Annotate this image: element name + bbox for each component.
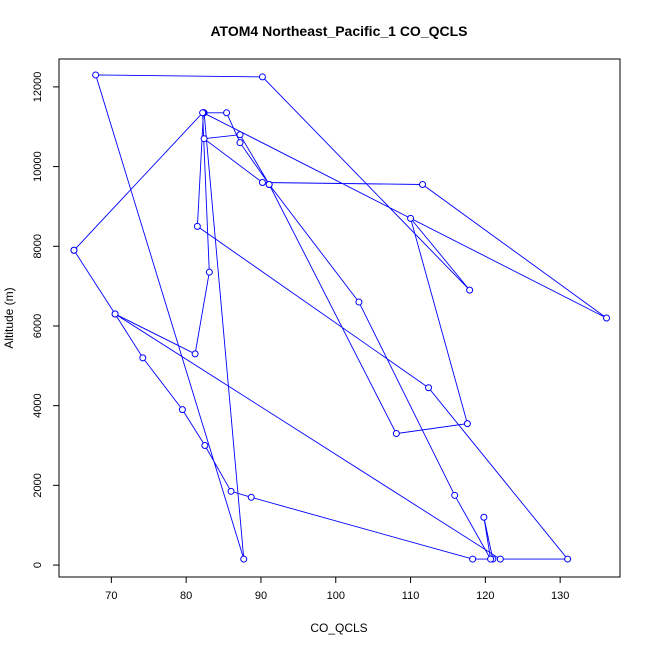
data-point (205, 268, 213, 276)
data-point (258, 179, 266, 187)
data-point (92, 71, 100, 79)
data-point (247, 493, 255, 501)
data-point (496, 555, 504, 563)
y-tick-label: 0 (32, 562, 44, 568)
data-point (178, 406, 186, 414)
x-tick-label: 100 (327, 590, 345, 602)
data-point (564, 555, 572, 563)
data-point (425, 384, 433, 392)
y-tick-label: 8000 (32, 234, 44, 258)
y-tick-label: 6000 (32, 314, 44, 338)
series-line (73, 74, 607, 560)
data-point (191, 350, 199, 358)
data-point (223, 109, 231, 117)
data-point (111, 310, 119, 318)
series-layer (70, 71, 611, 563)
y-tick-label: 2000 (32, 473, 44, 497)
y-tick-label: 10000 (32, 151, 44, 182)
data-point (466, 286, 474, 294)
y-tick-label: 12000 (32, 72, 44, 103)
data-point (70, 246, 78, 254)
data-point (480, 513, 488, 521)
data-point (200, 135, 208, 143)
x-axis: 70 80 90 100 110 120 130 (105, 576, 569, 602)
data-point (355, 298, 363, 306)
data-point (236, 131, 244, 139)
y-axis: 0 2000 4000 6000 8000 10000 12000 (32, 72, 60, 568)
data-point (236, 139, 244, 147)
data-point (407, 214, 415, 222)
plot-frame (58, 58, 621, 578)
x-tick-label: 70 (105, 590, 117, 602)
data-point (193, 222, 201, 230)
y-axis-label: Altitude (m) (2, 287, 16, 348)
x-tick-label: 110 (402, 590, 420, 602)
y-tick-label: 4000 (32, 393, 44, 417)
data-point (451, 491, 459, 499)
data-point (392, 430, 400, 438)
data-point (139, 354, 147, 362)
data-point (419, 181, 427, 189)
x-tick-label: 80 (180, 590, 192, 602)
data-point (265, 181, 273, 189)
data-point (199, 109, 207, 117)
data-point (201, 442, 209, 450)
x-tick-label: 90 (255, 590, 267, 602)
data-point (240, 555, 248, 563)
x-tick-label: 120 (476, 590, 494, 602)
data-point (469, 555, 477, 563)
data-point (463, 420, 471, 428)
data-point (487, 555, 495, 563)
data-point (227, 487, 235, 495)
x-axis-label: CO_QCLS (310, 621, 367, 635)
x-tick-label: 130 (551, 590, 569, 602)
data-point (258, 73, 266, 81)
chart-title: ATOM4 Northeast_Pacific_1 CO_QCLS (210, 23, 467, 39)
data-point (603, 314, 611, 322)
